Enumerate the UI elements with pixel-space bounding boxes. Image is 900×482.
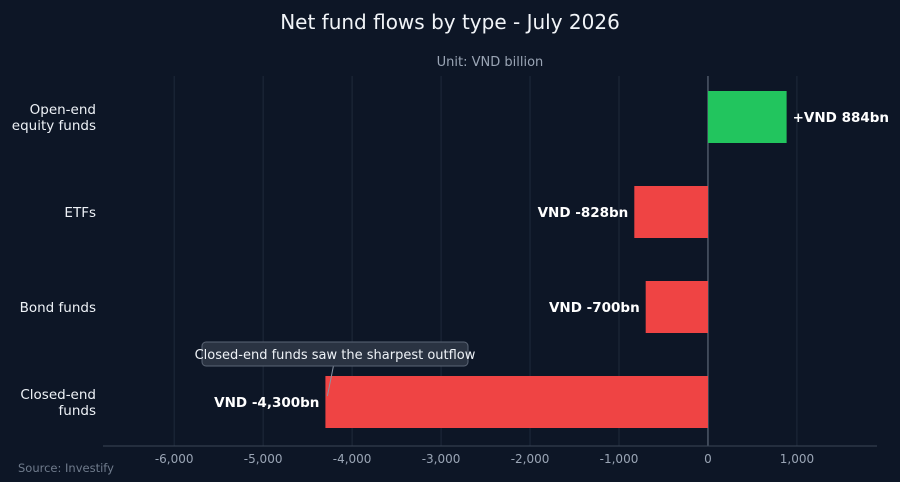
category-label: Closed-end funds — [20, 387, 96, 419]
x-tick-label: 1,000 — [780, 452, 814, 466]
labels: -6,000 -5,000 -4,000 -3,000 -2,000 -1,000 0 1,0… — [12, 102, 889, 466]
category-label: Bond funds — [20, 300, 96, 316]
source-note: Source: Investify — [18, 461, 114, 475]
chart-title: Net fund flows by type - July 2026 — [280, 10, 620, 34]
annotation-box — [201, 341, 469, 367]
bar — [707, 91, 787, 143]
x-tick-label: -1,000 — [600, 452, 639, 466]
chart-subtitle: Unit: VND billion — [437, 55, 544, 70]
data-label: VND -4,300bn — [214, 395, 319, 411]
x-tick-label: -5,000 — [244, 452, 283, 466]
category-label: ETFs — [64, 205, 96, 221]
data-label: +VND 884bn — [793, 110, 889, 126]
x-tick-label: -6,000 — [155, 452, 194, 466]
bar — [645, 281, 708, 333]
x-tick-label: -3,000 — [422, 452, 461, 466]
data-label: VND -700bn — [549, 300, 640, 316]
x-tick-label: -2,000 — [511, 452, 550, 466]
annotation: Closed-end funds saw the sharpest outflo… — [195, 341, 476, 397]
category-label: Open-end equity funds — [12, 102, 96, 134]
x-tick-label: -4,000 — [333, 452, 372, 466]
annotation-arrow — [326, 365, 334, 397]
data-label: VND -828bn — [538, 205, 629, 221]
bar — [634, 186, 708, 238]
bars — [325, 91, 787, 428]
annotation-text: Closed-end funds saw the sharpest outflo… — [195, 348, 476, 363]
bar — [325, 376, 708, 428]
x-tick-label: 0 — [704, 452, 712, 466]
